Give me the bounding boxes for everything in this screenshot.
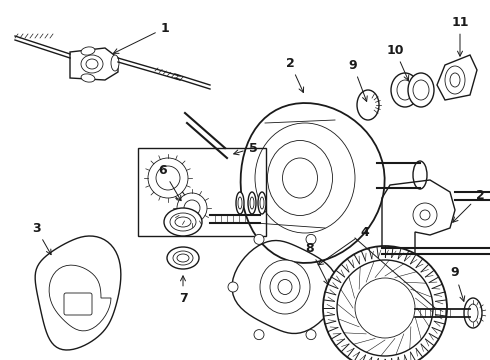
Text: 1: 1 bbox=[114, 22, 170, 53]
Ellipse shape bbox=[250, 197, 254, 209]
Ellipse shape bbox=[408, 73, 434, 107]
Circle shape bbox=[323, 246, 447, 360]
Ellipse shape bbox=[81, 74, 95, 82]
Ellipse shape bbox=[468, 304, 478, 322]
Ellipse shape bbox=[357, 90, 379, 120]
Text: 8: 8 bbox=[306, 242, 328, 284]
Ellipse shape bbox=[278, 279, 292, 294]
Text: 9: 9 bbox=[451, 266, 465, 301]
Circle shape bbox=[254, 234, 264, 244]
Ellipse shape bbox=[445, 66, 465, 94]
Text: 2: 2 bbox=[453, 189, 485, 222]
Circle shape bbox=[413, 203, 437, 227]
Ellipse shape bbox=[413, 161, 427, 189]
Circle shape bbox=[337, 260, 433, 356]
Ellipse shape bbox=[258, 192, 266, 214]
Bar bbox=[138, 148, 266, 236]
Ellipse shape bbox=[173, 251, 193, 265]
Ellipse shape bbox=[236, 192, 244, 214]
Ellipse shape bbox=[270, 271, 300, 303]
Ellipse shape bbox=[464, 298, 482, 328]
Ellipse shape bbox=[413, 80, 429, 100]
Ellipse shape bbox=[170, 213, 196, 231]
Circle shape bbox=[177, 193, 207, 223]
Circle shape bbox=[184, 200, 200, 216]
Circle shape bbox=[306, 234, 316, 244]
Ellipse shape bbox=[111, 55, 119, 71]
Ellipse shape bbox=[268, 140, 333, 216]
Ellipse shape bbox=[397, 80, 413, 100]
Circle shape bbox=[355, 278, 415, 338]
Text: 9: 9 bbox=[349, 59, 367, 102]
Circle shape bbox=[228, 282, 238, 292]
Text: 10: 10 bbox=[386, 44, 409, 81]
Text: 11: 11 bbox=[451, 15, 469, 56]
Ellipse shape bbox=[248, 192, 256, 214]
Ellipse shape bbox=[167, 247, 199, 269]
Circle shape bbox=[306, 330, 316, 339]
Ellipse shape bbox=[177, 254, 189, 262]
Text: 6: 6 bbox=[159, 163, 181, 201]
Circle shape bbox=[420, 210, 430, 220]
Text: 7: 7 bbox=[179, 276, 187, 305]
Ellipse shape bbox=[81, 47, 95, 55]
Circle shape bbox=[148, 158, 188, 198]
Ellipse shape bbox=[260, 197, 264, 209]
Ellipse shape bbox=[81, 55, 103, 73]
Ellipse shape bbox=[164, 208, 202, 236]
Ellipse shape bbox=[86, 59, 98, 69]
Text: 5: 5 bbox=[234, 141, 257, 155]
Ellipse shape bbox=[238, 197, 242, 209]
Text: 4: 4 bbox=[318, 225, 369, 265]
Ellipse shape bbox=[260, 260, 310, 314]
Circle shape bbox=[332, 282, 342, 292]
Ellipse shape bbox=[391, 73, 419, 107]
Circle shape bbox=[254, 330, 264, 339]
Ellipse shape bbox=[255, 123, 355, 233]
Text: 3: 3 bbox=[32, 221, 51, 255]
Circle shape bbox=[156, 166, 180, 190]
Ellipse shape bbox=[283, 158, 318, 198]
Text: 2: 2 bbox=[286, 57, 304, 93]
Ellipse shape bbox=[175, 217, 191, 227]
Ellipse shape bbox=[450, 73, 460, 87]
